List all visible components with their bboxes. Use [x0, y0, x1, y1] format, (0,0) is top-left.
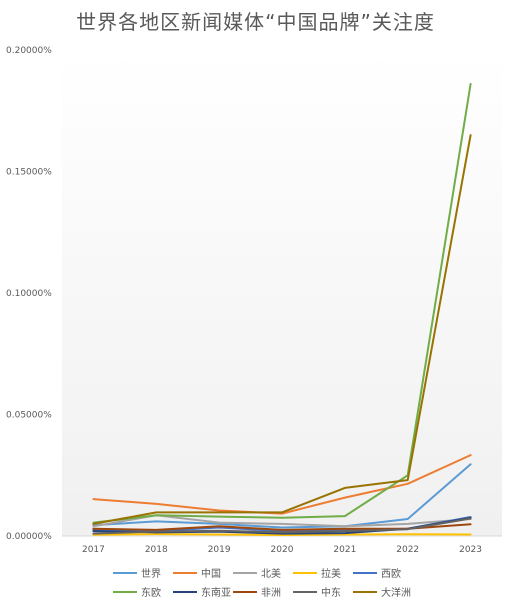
- legend-label: 中国: [201, 567, 221, 580]
- legend-label: 大洋洲: [381, 586, 411, 599]
- legend-label: 中东: [321, 586, 341, 599]
- y-tick-label: 0.10000%: [6, 289, 52, 299]
- x-tick-label: 2019: [208, 545, 231, 555]
- legend-label: 北美: [261, 567, 281, 580]
- series-line: [92, 454, 472, 515]
- x-tick-label: 2018: [145, 545, 168, 555]
- series-line: [92, 517, 472, 535]
- plot-area: [62, 50, 502, 536]
- series-line: [92, 533, 472, 536]
- legend-label: 东欧: [141, 586, 161, 599]
- x-tick-label: 2022: [396, 545, 419, 555]
- chart-title: 世界各地区新闻媒体“中国品牌”关注度: [76, 10, 435, 34]
- y-tick-label: 0.00000%: [6, 532, 52, 542]
- legend-label: 西欧: [381, 568, 401, 580]
- y-tick-label: 0.15000%: [6, 168, 52, 178]
- x-tick-label: 2020: [271, 545, 294, 555]
- legend-label: 非洲: [261, 587, 281, 599]
- series-line: [92, 463, 472, 529]
- x-tick-label: 2023: [459, 545, 482, 555]
- legend-label: 拉美: [321, 567, 341, 580]
- legend-label: 东南亚: [201, 586, 231, 599]
- x-tick-label: 2021: [333, 545, 356, 555]
- y-tick-label: 0.20000%: [6, 46, 52, 56]
- series-line: [92, 134, 472, 525]
- legend-label: 世界: [141, 568, 161, 580]
- y-tick-label: 0.05000%: [6, 411, 52, 421]
- x-tick-label: 2017: [82, 545, 105, 555]
